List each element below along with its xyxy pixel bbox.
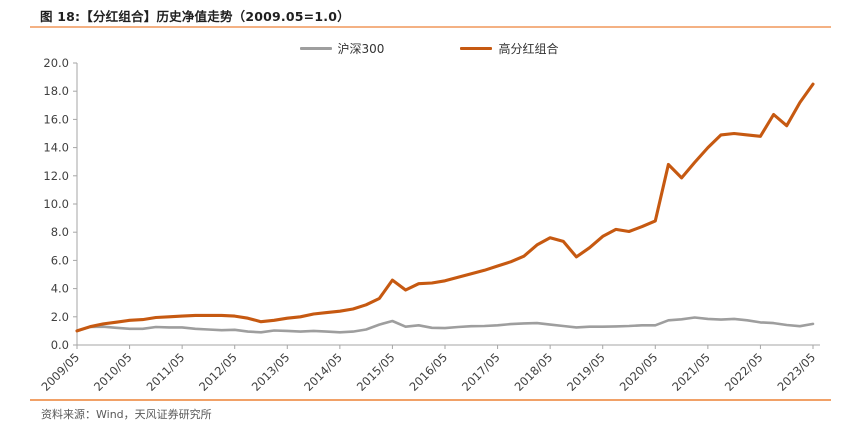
legend-label-dividend-portfolio: 高分红组合 (498, 41, 559, 56)
hs300-series-line (75, 316, 815, 334)
y-tick-label: 20.0 (43, 56, 69, 70)
y-tick-label: 10.0 (43, 197, 69, 211)
hs300-line-swatch-icon (299, 46, 332, 50)
y-tick-label: 14.0 (43, 141, 69, 155)
y-tick-label: 4.0 (51, 282, 69, 296)
x-tick-label: 2018/05 (512, 350, 556, 394)
y-tick-label: 2.0 (51, 310, 69, 324)
dividend-portfolio-line-swatch-icon (460, 46, 493, 50)
x-tick-label: 2021/05 (669, 350, 713, 394)
source-text: 资料来源：Wind，天风证券研究所 (41, 408, 212, 421)
x-tick-label: 2020/05 (617, 350, 661, 394)
legend-item-dividend-portfolio: 高分红组合 (460, 40, 558, 57)
x-tick-label: 2019/05 (564, 350, 608, 394)
title-divider-rule (30, 26, 831, 28)
source-divider-rule (30, 399, 831, 401)
x-tick-label: 2013/05 (249, 350, 293, 394)
x-tick-label: 2011/05 (144, 350, 188, 394)
y-tick-label: 8.0 (51, 225, 69, 239)
x-tick-label: 2012/05 (196, 350, 240, 394)
x-tick-label: 2010/05 (91, 350, 135, 394)
y-tick-label: 18.0 (43, 84, 69, 98)
y-tick-label: 16.0 (43, 112, 69, 126)
dividend-portfolio-series-line (75, 82, 815, 333)
chart-legend: 沪深300 高分红组合 (0, 39, 858, 57)
figure-title: 图 18:【分红组合】历史净值走势（2009.05=1.0） (40, 9, 350, 24)
y-tick-label: 12.0 (43, 169, 69, 183)
legend-item-hs300: 沪深300 (299, 40, 385, 57)
x-tick-label: 2017/05 (459, 350, 503, 394)
x-tick-label: 2015/05 (354, 350, 398, 394)
x-tick-label: 2023/05 (774, 350, 818, 394)
y-tick-label: 6.0 (51, 253, 69, 267)
x-tick-label: 2009/05 (38, 350, 82, 394)
x-tick-label: 2022/05 (722, 350, 766, 394)
x-tick-label: 2016/05 (406, 350, 450, 394)
y-tick-label: 0.0 (51, 338, 69, 352)
legend-label-hs300: 沪深300 (337, 41, 385, 56)
x-tick-label: 2014/05 (301, 350, 345, 394)
